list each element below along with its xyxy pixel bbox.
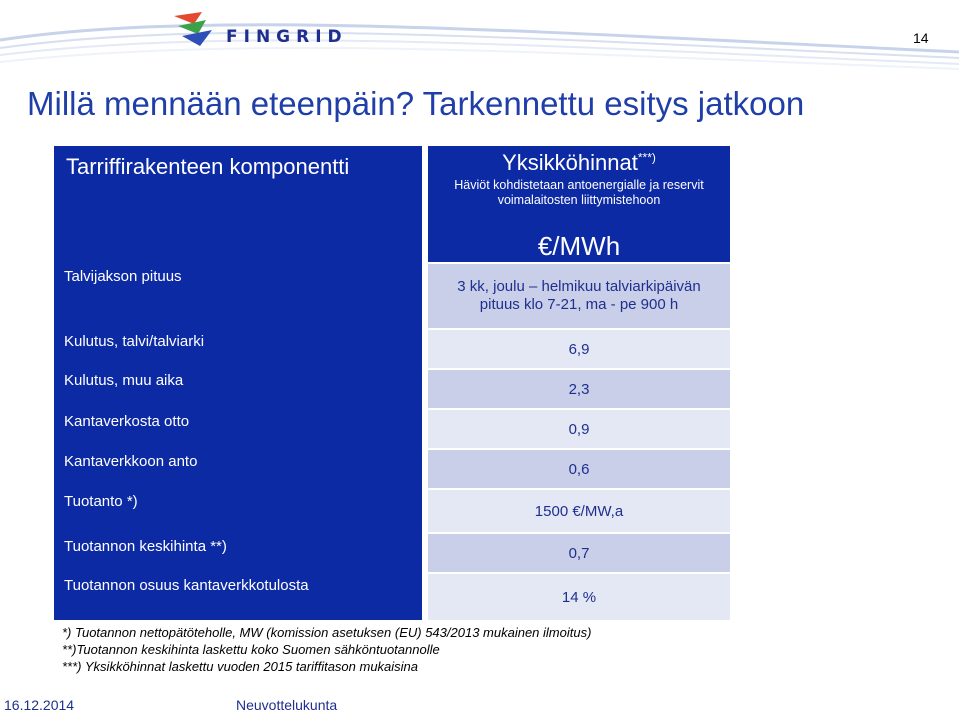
unit-price-title: Yksikköhinnat***) [502,150,656,175]
component-label: Kulutus, muu aika [64,372,184,389]
unit-label: €/MWh [537,231,621,261]
unit-price-subtitle: Häviöt kohdistetaan antoenergialle ja re… [454,178,704,207]
footer-name: Neuvottelukunta [236,697,338,713]
fingrid-logo: FINGRID [172,10,357,50]
component-label: Talvijakson pituus [64,268,182,285]
component-label: Kantaverkosta otto [64,413,190,430]
unit-price-footnote-marker: ***) [637,150,656,165]
value-cell: 0,7 [428,532,730,572]
page-number: 14 [913,30,929,46]
logo-text: FINGRID [226,27,348,47]
header-swoosh [0,23,959,70]
component-label: Tuotannon osuus kantaverkkotulosta [64,577,309,594]
footnote: ***) Yksikköhinnat laskettu vuoden 2015 … [62,659,419,674]
footnotes: *) Tuotannon nettopätöteholle, MW (komis… [62,624,591,675]
component-label: Tuotannon keskihinta **) [64,538,227,555]
component-label: Tuotanto *) [64,493,138,510]
footer-date: 16.12.2014 [4,697,75,713]
value-cell: 0,6 [428,448,730,488]
value-cell: 14 % [428,572,730,620]
component-column-header: Tarriffirakenteen komponentti [66,154,350,179]
unit-price-column: Yksikköhinnat***) Häviöt kohdistetaan an… [428,146,730,620]
slide-title: Millä mennään eteenpäin? Tarkennettu esi… [27,85,805,122]
fingrid-logo-icon [174,12,212,46]
component-label: Kantaverkkoon anto [64,453,198,470]
value-cell: 6,9 [428,328,730,368]
value-cell: 1500 €/MW,a [428,488,730,532]
footnote: **)Tuotannon keskihinta laskettu koko Su… [62,642,440,657]
value-cell: 3 kk, joulu – helmikuu talviarkipäivän p… [428,262,730,328]
value-cell: 2,3 [428,368,730,408]
value-cell: 0,9 [428,408,730,448]
footnote: *) Tuotannon nettopätöteholle, MW (komis… [62,625,592,640]
component-label: Kulutus, talvi/talviarki [64,333,205,350]
component-column: Tarriffirakenteen komponentti Talvijakso… [54,146,422,620]
unit-price-header: Yksikköhinnat***) Häviöt kohdistetaan an… [428,146,730,262]
